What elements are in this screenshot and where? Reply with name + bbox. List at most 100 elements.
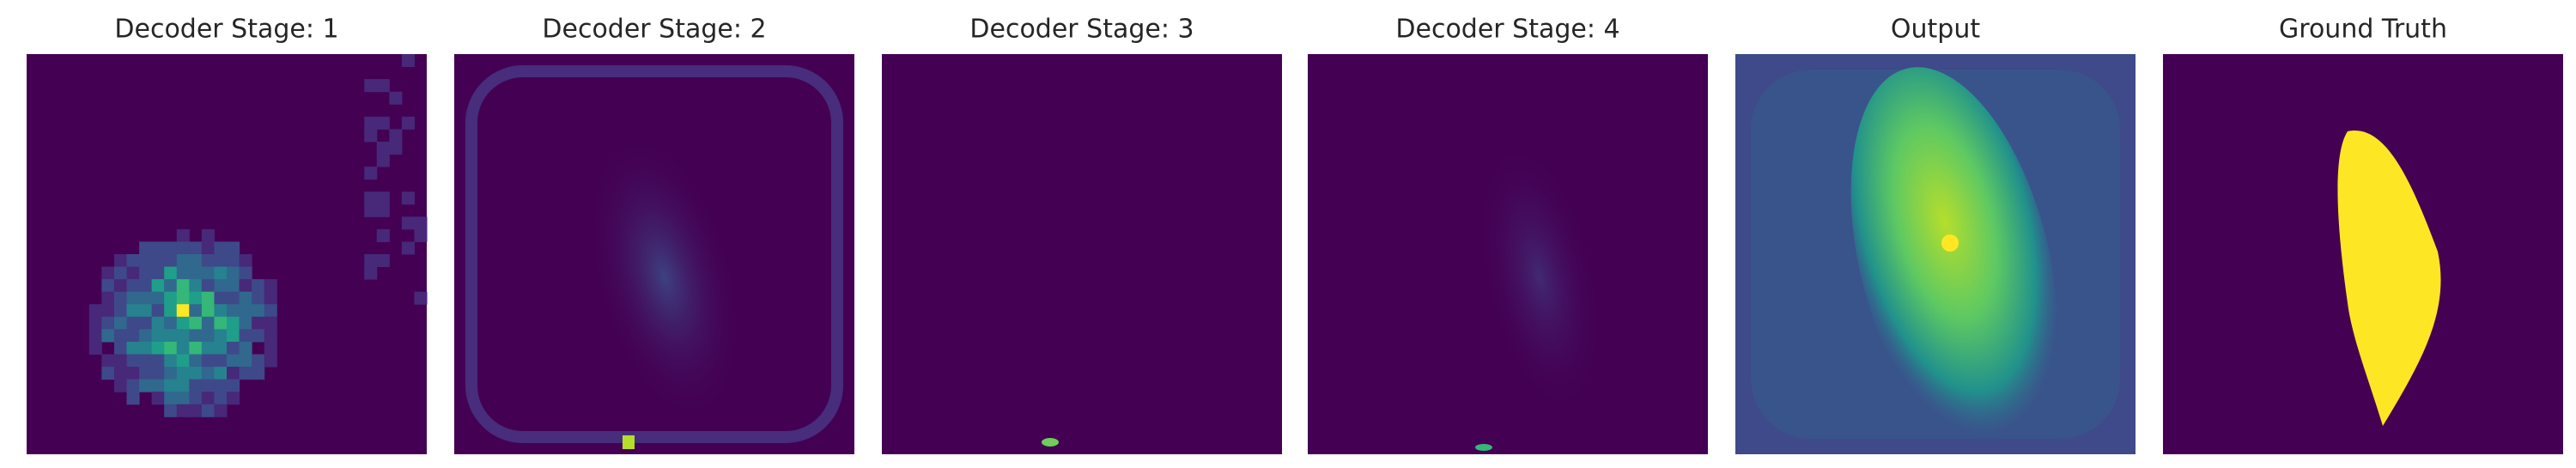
heatmap-cell (126, 354, 140, 368)
heatmap-cell (164, 367, 178, 380)
heatmap-cell (101, 367, 115, 380)
heatmap-cell (126, 379, 140, 392)
heatmap-cell (214, 367, 228, 380)
heatmap-cell (176, 304, 190, 318)
heatmap-cell (364, 266, 378, 280)
heatmap-cell (201, 241, 215, 255)
heatmap-cell (214, 392, 228, 405)
heatmap-cell (101, 304, 115, 318)
heatmap-cell (414, 216, 428, 230)
heatmap-cell (239, 279, 252, 293)
heatmap-cell (239, 354, 252, 368)
heatmap-cell (164, 379, 178, 392)
heatmap-cell (189, 367, 203, 380)
heatmap-panel (1735, 54, 2136, 454)
heatmap-cell (376, 116, 390, 130)
heatmap-cell (139, 266, 153, 280)
heatmap-cell (264, 291, 277, 305)
heatmap-cell (189, 254, 203, 268)
heatmap-cell (227, 254, 240, 268)
heatmap-cell (227, 367, 240, 380)
heatmap-cell (189, 316, 203, 330)
heatmap-cell (176, 329, 190, 343)
heatmap-cell (376, 228, 390, 242)
heatmap-cell (264, 329, 277, 343)
heatmap-cell (189, 354, 203, 368)
frame-ring (465, 65, 843, 443)
heatmap-cell (113, 279, 127, 293)
heatmap-cell (364, 116, 378, 130)
heatmap-cell (227, 304, 240, 318)
heatmap-cell (101, 316, 115, 330)
heatmap-cell (264, 279, 277, 293)
heatmap-cell (189, 379, 203, 392)
heatmap-cell (139, 254, 153, 268)
heatmap-cell (227, 379, 240, 392)
heatmap-cell (201, 354, 215, 368)
heatmap-cell (176, 392, 190, 405)
heatmap-cell (151, 304, 165, 318)
heatmap-cell (401, 216, 415, 230)
heatmap-cell (176, 241, 190, 255)
heatmap-panel (882, 54, 1282, 454)
heatmap-cell (164, 341, 178, 355)
heatmap-cell (126, 367, 140, 380)
heatmap-cell (164, 354, 178, 368)
heatmap-cell (401, 241, 415, 255)
heatmap-cell (176, 341, 190, 355)
heatmap-cell (376, 79, 390, 93)
heatmap-cell (414, 228, 428, 242)
heatmap-panel (454, 54, 854, 454)
heatmap-cell (189, 266, 203, 280)
heatmap-cell (113, 266, 127, 280)
heatmap-cell (151, 254, 165, 268)
heatmap-cell (139, 291, 153, 305)
heatmap-cell (189, 404, 203, 417)
heatmap-cell (364, 129, 378, 143)
panel-title: Decoder Stage: 4 (1395, 15, 1619, 45)
heatmap-cell (101, 266, 115, 280)
heatmap-background (882, 54, 1282, 454)
heatmap-cell (176, 228, 190, 242)
heatmap-cell (139, 304, 153, 318)
heatmap-cell (113, 367, 127, 380)
heatmap-cell (227, 241, 240, 255)
heatmap-cell (364, 191, 378, 205)
activation (588, 135, 741, 420)
panel-title: Decoder Stage: 1 (114, 15, 338, 45)
activation (1478, 142, 1601, 413)
heatmap-cell (401, 116, 415, 130)
heatmap-cell (176, 266, 190, 280)
heatmap-cell (88, 304, 102, 318)
heatmap-cell (151, 367, 165, 380)
heatmap-cell (113, 379, 127, 392)
heatmap-cell (239, 254, 252, 268)
hotspot (1042, 438, 1059, 447)
heatmap-cell (214, 279, 228, 293)
heatmap-cell (264, 316, 277, 330)
heatmap-cell (239, 316, 252, 330)
heatmap-cell (214, 379, 228, 392)
heatmap-cell (101, 279, 115, 293)
heatmap-cell (101, 291, 115, 305)
heatmap-panel (2163, 54, 2563, 454)
heatmap-cell (151, 279, 165, 293)
heatmap-cell (389, 129, 403, 143)
heatmap-cell (364, 254, 378, 268)
heatmap-cell (376, 191, 390, 205)
heatmap-cell (264, 341, 277, 355)
heatmap-cell (151, 266, 165, 280)
heatmap-cell (101, 329, 115, 343)
heatmap-cell (214, 354, 228, 368)
heatmap-cell (401, 191, 415, 205)
activation (1850, 67, 2058, 453)
heatmap-cell (227, 291, 240, 305)
heatmap-cell (201, 379, 215, 392)
heatmap-cell (252, 329, 265, 343)
heatmap-cell (364, 204, 378, 217)
heatmap-cell (176, 254, 190, 268)
heatmap-panel (27, 54, 428, 454)
heatmap-cell (201, 291, 215, 305)
heatmap-cell (88, 329, 102, 343)
